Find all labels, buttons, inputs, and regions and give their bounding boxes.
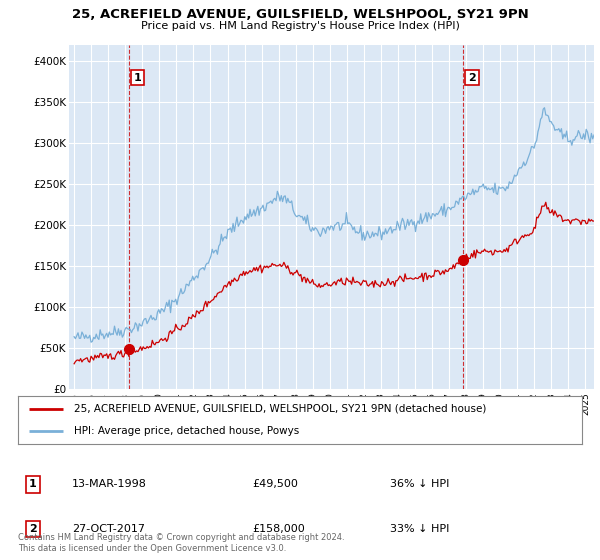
Text: 1: 1: [29, 479, 37, 489]
Text: 25, ACREFIELD AVENUE, GUILSFIELD, WELSHPOOL, SY21 9PN (detached house): 25, ACREFIELD AVENUE, GUILSFIELD, WELSHP…: [74, 404, 487, 414]
Text: 33% ↓ HPI: 33% ↓ HPI: [390, 524, 449, 534]
Text: 25, ACREFIELD AVENUE, GUILSFIELD, WELSHPOOL, SY21 9PN: 25, ACREFIELD AVENUE, GUILSFIELD, WELSHP…: [71, 8, 529, 21]
Text: 2: 2: [29, 524, 37, 534]
Text: Price paid vs. HM Land Registry's House Price Index (HPI): Price paid vs. HM Land Registry's House …: [140, 21, 460, 31]
Text: 1: 1: [134, 73, 142, 83]
Text: 36% ↓ HPI: 36% ↓ HPI: [390, 479, 449, 489]
Text: 2: 2: [468, 73, 476, 83]
Text: £49,500: £49,500: [252, 479, 298, 489]
Text: HPI: Average price, detached house, Powys: HPI: Average price, detached house, Powy…: [74, 426, 299, 436]
Text: Contains HM Land Registry data © Crown copyright and database right 2024.
This d: Contains HM Land Registry data © Crown c…: [18, 533, 344, 553]
Text: 13-MAR-1998: 13-MAR-1998: [72, 479, 147, 489]
Text: 27-OCT-2017: 27-OCT-2017: [72, 524, 145, 534]
Text: £158,000: £158,000: [252, 524, 305, 534]
